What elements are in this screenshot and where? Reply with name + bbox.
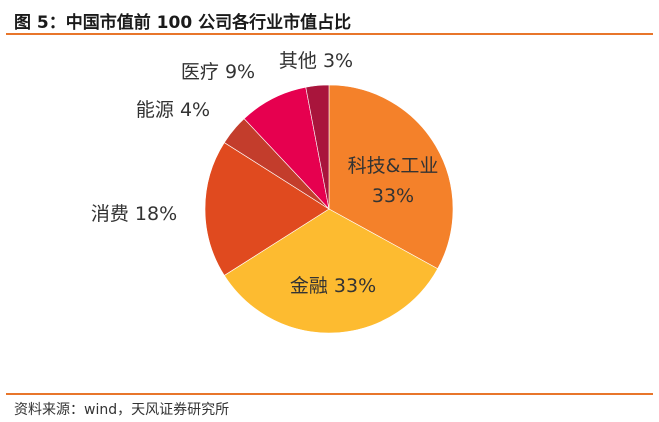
source-note: 资料来源：wind，天风证券研究所: [14, 402, 230, 418]
pie-slice-2: [204, 142, 330, 276]
slice-label-0: 科技&工业 33%: [348, 155, 439, 207]
pie-slice-0: [328, 84, 454, 270]
slice-label-5: 其他 3%: [279, 50, 353, 72]
pie-slice-5: [305, 84, 330, 210]
top-divider: [6, 33, 653, 35]
bottom-divider: [6, 393, 653, 395]
figure-title: 图 5：中国市值前 100 公司各行业市值占比: [14, 13, 352, 33]
slice-label-3: 能源 4%: [136, 99, 210, 121]
slice-label-4: 医疗 9%: [181, 61, 255, 83]
pie-slice-1: [223, 208, 439, 334]
slice-label-2: 消费 18%: [91, 203, 177, 225]
slice-label-1: 金融 33%: [290, 275, 376, 297]
